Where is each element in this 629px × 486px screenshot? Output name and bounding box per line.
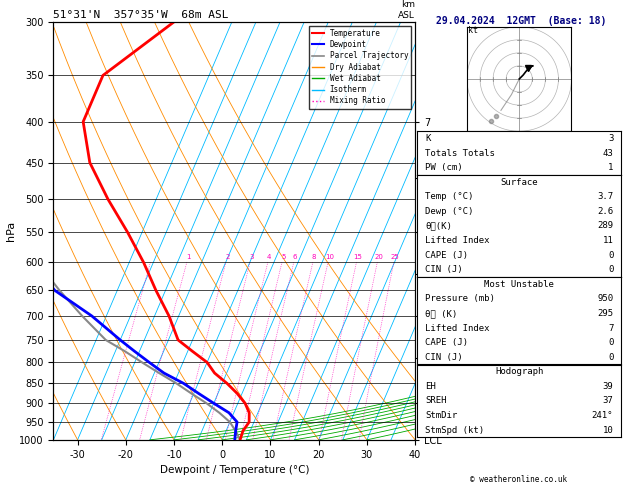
Text: 6: 6 xyxy=(293,254,298,260)
Text: 0: 0 xyxy=(608,251,613,260)
Y-axis label: hPa: hPa xyxy=(6,221,16,241)
Text: 2: 2 xyxy=(225,254,230,260)
Text: θᴇ(K): θᴇ(K) xyxy=(425,222,452,230)
Text: Pressure (mb): Pressure (mb) xyxy=(425,295,495,303)
Text: 0: 0 xyxy=(608,265,613,274)
Text: Totals Totals: Totals Totals xyxy=(425,149,495,157)
Text: 1: 1 xyxy=(186,254,191,260)
Text: Surface: Surface xyxy=(501,178,538,187)
Text: 2.6: 2.6 xyxy=(597,207,613,216)
Text: Dewp (°C): Dewp (°C) xyxy=(425,207,474,216)
Text: 11: 11 xyxy=(603,236,613,245)
Text: 37: 37 xyxy=(603,397,613,405)
Text: PW (cm): PW (cm) xyxy=(425,163,463,172)
Text: 25: 25 xyxy=(391,254,399,260)
Text: km
ASL: km ASL xyxy=(398,0,415,20)
Text: CAPE (J): CAPE (J) xyxy=(425,338,468,347)
Y-axis label: Mixing Ratio (g/kg): Mixing Ratio (g/kg) xyxy=(453,185,463,277)
Text: 43: 43 xyxy=(603,149,613,157)
Text: 51°31'N  357°35'W  68m ASL: 51°31'N 357°35'W 68m ASL xyxy=(53,10,229,20)
Text: Temp (°C): Temp (°C) xyxy=(425,192,474,201)
Text: 0: 0 xyxy=(608,353,613,362)
Text: 3.7: 3.7 xyxy=(597,192,613,201)
Text: 8: 8 xyxy=(312,254,316,260)
Text: 0: 0 xyxy=(608,338,613,347)
Text: kt: kt xyxy=(469,26,478,35)
Text: 10: 10 xyxy=(603,426,613,434)
X-axis label: Dewpoint / Temperature (°C): Dewpoint / Temperature (°C) xyxy=(160,465,309,475)
Text: 3: 3 xyxy=(249,254,253,260)
Text: 39: 39 xyxy=(603,382,613,391)
Text: 10: 10 xyxy=(325,254,334,260)
Text: 950: 950 xyxy=(597,295,613,303)
Text: Lifted Index: Lifted Index xyxy=(425,236,490,245)
Text: 15: 15 xyxy=(353,254,362,260)
Text: CIN (J): CIN (J) xyxy=(425,265,463,274)
Text: 241°: 241° xyxy=(592,411,613,420)
Text: 29.04.2024  12GMT  (Base: 18): 29.04.2024 12GMT (Base: 18) xyxy=(436,16,606,26)
Text: Hodograph: Hodograph xyxy=(495,367,543,376)
Text: 4: 4 xyxy=(267,254,271,260)
Text: CAPE (J): CAPE (J) xyxy=(425,251,468,260)
Text: 7: 7 xyxy=(608,324,613,332)
Text: StmSpd (kt): StmSpd (kt) xyxy=(425,426,484,434)
Text: © weatheronline.co.uk: © weatheronline.co.uk xyxy=(470,474,567,484)
Text: 3: 3 xyxy=(608,134,613,143)
Text: CIN (J): CIN (J) xyxy=(425,353,463,362)
Text: Most Unstable: Most Unstable xyxy=(484,280,554,289)
Text: 289: 289 xyxy=(597,222,613,230)
Text: θᴇ (K): θᴇ (K) xyxy=(425,309,457,318)
Text: 1: 1 xyxy=(608,163,613,172)
Text: 5: 5 xyxy=(281,254,286,260)
Text: 295: 295 xyxy=(597,309,613,318)
Text: Lifted Index: Lifted Index xyxy=(425,324,490,332)
Text: 20: 20 xyxy=(374,254,383,260)
Text: K: K xyxy=(425,134,431,143)
Text: StmDir: StmDir xyxy=(425,411,457,420)
Legend: Temperature, Dewpoint, Parcel Trajectory, Dry Adiabat, Wet Adiabat, Isotherm, Mi: Temperature, Dewpoint, Parcel Trajectory… xyxy=(309,26,411,108)
Text: SREH: SREH xyxy=(425,397,447,405)
Text: EH: EH xyxy=(425,382,436,391)
